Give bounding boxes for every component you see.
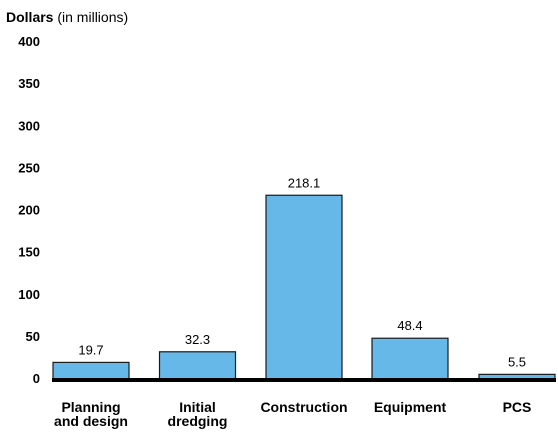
bar-value-label: 19.7 xyxy=(78,342,103,357)
y-tick-label: 350 xyxy=(18,76,40,91)
bar xyxy=(265,194,343,380)
category-label: Initial dredging xyxy=(168,399,228,429)
y-tick-label: 300 xyxy=(18,118,40,133)
value-labels: 19.7 32.3 218.1 48.4 5.5 xyxy=(78,175,526,369)
category-label: PCS xyxy=(503,399,532,415)
category-label-line: Initial xyxy=(179,399,216,415)
bars xyxy=(52,194,556,380)
y-tick-label: 100 xyxy=(18,287,40,302)
bar xyxy=(158,351,237,380)
y-axis-title-bold: Dollars xyxy=(6,9,54,25)
y-axis-title: Dollars (in millions) xyxy=(6,9,128,25)
category-labels: Planning and design Initial dredging Constru… xyxy=(54,399,531,429)
bar xyxy=(371,337,449,380)
y-tick-labels: 0 50 100 150 200 250 300 350 400 xyxy=(18,34,40,386)
bar-value-label: 218.1 xyxy=(288,175,321,190)
y-tick-label: 400 xyxy=(18,34,40,49)
y-tick-label: 200 xyxy=(18,203,40,218)
category-label-line: and design xyxy=(54,413,128,429)
y-axis-title-unit: (in millions) xyxy=(53,9,128,25)
bar-value-label: 48.4 xyxy=(397,318,422,333)
category-label-line: Planning xyxy=(61,399,120,415)
category-label: Equipment xyxy=(374,399,447,415)
category-label-line: Equipment xyxy=(374,399,447,415)
category-label-line: dredging xyxy=(168,413,228,429)
y-tick-label: 150 xyxy=(18,245,40,260)
y-tick-label: 250 xyxy=(18,160,40,175)
bar xyxy=(52,361,130,380)
category-label: Construction xyxy=(260,399,347,415)
y-tick-label: 50 xyxy=(26,329,40,344)
category-label: Planning and design xyxy=(54,399,128,429)
bar-value-label: 32.3 xyxy=(185,332,210,347)
y-tick-label: 0 xyxy=(33,371,40,386)
category-label-line: Construction xyxy=(260,399,347,415)
category-label-line: PCS xyxy=(503,399,532,415)
bar-value-label: 5.5 xyxy=(508,354,526,369)
